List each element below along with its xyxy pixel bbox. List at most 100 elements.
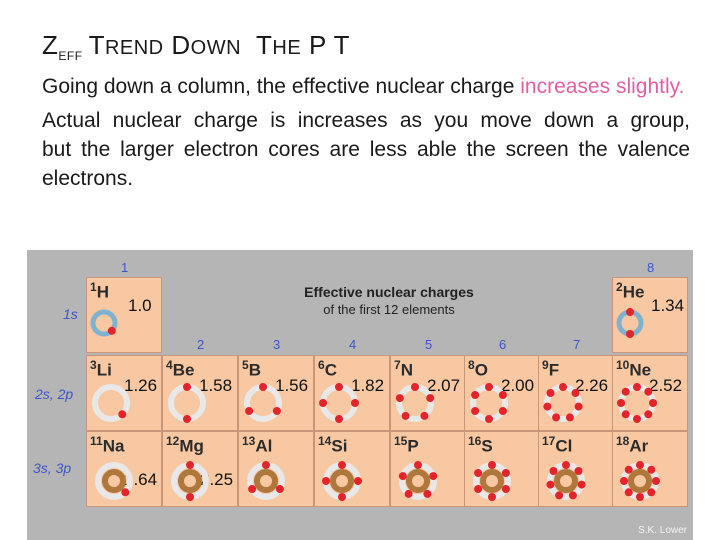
electron-shell bbox=[90, 309, 118, 337]
zeff-value: 2.00 bbox=[501, 376, 535, 395]
element-symbol: 11Na bbox=[90, 434, 125, 456]
atom-diagrams bbox=[90, 308, 660, 501]
shell-label: 3s, 3p bbox=[33, 460, 72, 476]
electron-dot bbox=[546, 480, 555, 489]
electron-dot bbox=[498, 391, 507, 399]
electron-dot bbox=[471, 407, 480, 415]
electron-dot bbox=[319, 399, 327, 407]
atom-c bbox=[319, 383, 359, 423]
element-symbol: 18Ar bbox=[616, 434, 649, 456]
electron-core bbox=[628, 469, 652, 493]
zeff-value: 1.56 bbox=[275, 376, 309, 395]
electron-dot bbox=[245, 407, 254, 415]
electron-core bbox=[102, 469, 126, 493]
group-number: 1 bbox=[121, 260, 129, 275]
highlight-increases: increases slightly. bbox=[520, 75, 685, 98]
electron-dot bbox=[186, 461, 194, 469]
electron-dot bbox=[335, 383, 343, 391]
electron-dot bbox=[621, 387, 630, 396]
atom-be bbox=[168, 383, 206, 423]
electron-dot bbox=[577, 480, 586, 489]
electron-dot bbox=[636, 461, 644, 469]
electron-dot bbox=[552, 413, 561, 422]
group-number: 7 bbox=[573, 337, 581, 352]
electron-shell bbox=[92, 384, 130, 422]
electron-dot bbox=[559, 383, 567, 391]
group-number: 4 bbox=[349, 337, 357, 352]
group-number: 5 bbox=[425, 337, 433, 352]
zeff-value: 2.26 bbox=[575, 376, 609, 395]
electron-dot bbox=[647, 465, 656, 474]
figure-credit: S.K. Lower bbox=[638, 525, 687, 536]
electron-dot bbox=[626, 330, 634, 338]
element-symbol: 15P bbox=[394, 434, 419, 456]
electron-dot bbox=[423, 489, 432, 498]
zeff-value: 2.52 bbox=[649, 376, 683, 395]
electron-dot bbox=[118, 410, 127, 419]
group-number: 8 bbox=[647, 260, 655, 275]
atom-li bbox=[92, 384, 130, 422]
electron-dot bbox=[546, 389, 555, 397]
atom-he bbox=[616, 308, 644, 338]
element-symbol: 6C bbox=[318, 358, 337, 380]
element-symbol: 9F bbox=[542, 358, 560, 380]
zeff-value: 1.82 bbox=[351, 376, 385, 395]
element-symbol: 7N bbox=[394, 358, 413, 380]
electron-dot bbox=[555, 491, 564, 500]
electron-dot bbox=[562, 461, 570, 469]
electron-dot bbox=[186, 493, 194, 501]
electron-dot bbox=[121, 488, 130, 497]
electron-dot bbox=[636, 493, 644, 501]
atom-b bbox=[244, 383, 282, 422]
electron-dot bbox=[272, 407, 281, 415]
electron-core bbox=[480, 469, 504, 493]
electron-dot bbox=[183, 383, 191, 391]
electron-dot bbox=[633, 415, 641, 423]
element-symbol: 1H bbox=[90, 280, 109, 302]
slide-title: ZEFF TREND DOWN THE P T bbox=[42, 30, 350, 63]
electron-dot bbox=[420, 411, 429, 420]
group-number: 6 bbox=[499, 337, 507, 352]
atom-s bbox=[473, 461, 511, 501]
electron-dot bbox=[626, 308, 634, 316]
electron-dot bbox=[543, 402, 552, 411]
element-symbol: 16S bbox=[468, 434, 493, 456]
periodic-table-figure: Effective nuclear charges of the first 1… bbox=[27, 250, 693, 540]
electron-dot bbox=[617, 399, 625, 407]
electron-shell bbox=[95, 462, 133, 500]
electron-core bbox=[178, 469, 202, 493]
electron-dot bbox=[322, 477, 330, 485]
element-symbol: 17Cl bbox=[542, 434, 573, 456]
atom-cl bbox=[546, 461, 586, 500]
element-symbol: 13Al bbox=[242, 434, 273, 456]
electron-dot bbox=[571, 389, 580, 397]
electron-dot bbox=[624, 465, 633, 474]
element-symbol: 4Be bbox=[166, 358, 195, 380]
element-symbol: 5B bbox=[242, 358, 261, 380]
electron-dot bbox=[620, 477, 628, 485]
electron-dot bbox=[426, 394, 435, 403]
atom-na bbox=[95, 462, 133, 500]
electron-dot bbox=[644, 387, 653, 396]
electron-dot bbox=[395, 394, 404, 403]
element-symbol: 3Li bbox=[90, 358, 112, 380]
zeff-value: 1.0 bbox=[128, 296, 152, 315]
electron-dot bbox=[338, 493, 346, 501]
electron-dot bbox=[474, 469, 483, 477]
electron-dot bbox=[485, 415, 493, 423]
electron-dot bbox=[649, 399, 657, 407]
atom-ne bbox=[617, 383, 657, 423]
element-symbol: 12Mg bbox=[166, 434, 204, 456]
zeff-value: 1.26 bbox=[124, 376, 158, 395]
atom-o bbox=[470, 383, 508, 423]
paragraph-trend: Going down a column, the effective nucle… bbox=[42, 75, 685, 98]
electron-dot bbox=[404, 489, 413, 498]
zeff-value: 1.34 bbox=[651, 296, 685, 315]
electron-dot bbox=[411, 383, 419, 391]
atom-mg bbox=[171, 461, 209, 501]
element-symbol: 10Ne bbox=[616, 358, 652, 380]
group-number: 3 bbox=[273, 337, 281, 352]
figure-heading: Effective nuclear charges of the first 1… bbox=[304, 284, 474, 317]
electron-dot bbox=[471, 391, 480, 399]
electron-dot bbox=[259, 383, 267, 391]
